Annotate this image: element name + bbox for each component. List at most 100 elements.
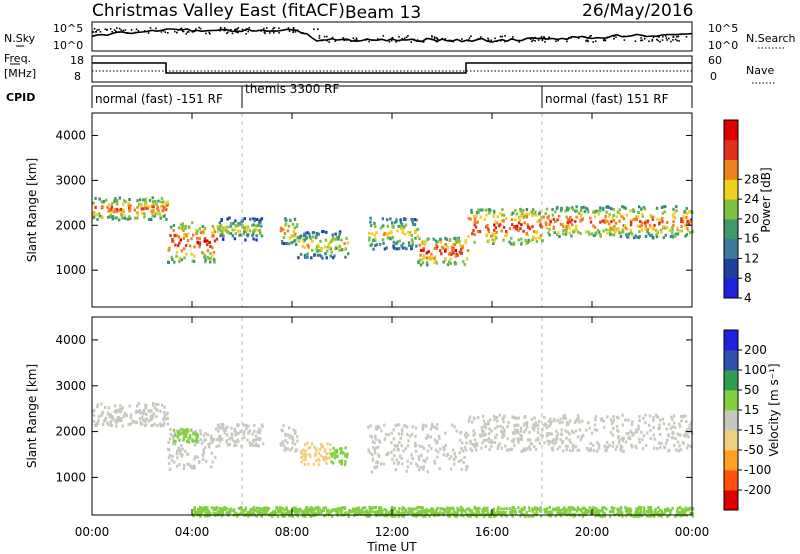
- power-cell: [456, 241, 459, 245]
- power-cell: [227, 230, 230, 234]
- power-cell: [211, 231, 214, 235]
- velocity-cell: [559, 511, 562, 515]
- power-cell: [422, 248, 425, 252]
- velocity-cell: [481, 431, 484, 435]
- power-cell: [255, 228, 258, 232]
- power-cell: [213, 239, 217, 243]
- velocity-cell: [175, 464, 179, 468]
- power-cell: [298, 239, 301, 243]
- nsearch-dot: [615, 36, 617, 38]
- nsearch-dot: [648, 40, 650, 43]
- nsearch-dot: [120, 29, 122, 31]
- power-cell: [215, 237, 219, 241]
- velocity-cell: [179, 432, 182, 436]
- power-cell: [204, 260, 207, 264]
- velocity-cell: [237, 506, 241, 510]
- power-cell: [441, 246, 445, 250]
- colorbar-swatch: [724, 258, 738, 279]
- power-cell: [303, 246, 306, 250]
- power-cell: [416, 234, 419, 238]
- nsearch-dot: [450, 39, 453, 42]
- velocity-cell: [627, 418, 630, 422]
- velocity-cell: [192, 432, 195, 436]
- power-cell: [370, 232, 374, 236]
- power-cell: [611, 216, 614, 220]
- colorbar-swatch: [724, 390, 738, 411]
- power-cell: [370, 242, 374, 246]
- nsearch-dot: [590, 34, 592, 37]
- velocity-cell: [304, 458, 307, 462]
- power-cell: [151, 202, 154, 206]
- power-cell: [129, 204, 132, 208]
- power-cell: [109, 214, 112, 218]
- velocity-cell: [119, 410, 122, 414]
- power-cell: [675, 209, 678, 213]
- nsearch-dot: [382, 35, 385, 37]
- velocity-cell: [313, 445, 316, 449]
- velocity-cell: [473, 438, 477, 442]
- power-cell: [152, 211, 155, 215]
- nsearch-dot: [534, 40, 536, 42]
- colorbar-tick-label: 24: [744, 192, 759, 206]
- nsearch-dot: [160, 31, 163, 33]
- power-cell: [526, 223, 529, 227]
- velocity-cell: [576, 414, 580, 418]
- velocity-cell: [129, 416, 133, 420]
- power-cell: [476, 230, 480, 233]
- velocity-cell: [486, 438, 489, 442]
- velocity-cell: [637, 427, 640, 431]
- nave-tick-bottom: 0: [710, 70, 717, 83]
- velocity-cell: [186, 428, 189, 432]
- power-cell: [118, 196, 122, 200]
- velocity-cell: [506, 425, 509, 428]
- velocity-cell: [254, 434, 258, 438]
- power-cell: [375, 231, 378, 235]
- nsearch-dot: [501, 35, 504, 38]
- power-cell: [505, 217, 508, 220]
- power-cell: [409, 231, 412, 235]
- power-cell: [641, 221, 644, 225]
- power-cell: [647, 232, 650, 236]
- velocity-cell: [673, 421, 676, 425]
- velocity-cell: [593, 428, 597, 432]
- power-cell: [581, 217, 584, 221]
- power-cell: [635, 218, 638, 222]
- power-cell: [582, 205, 585, 209]
- nsearch-dot: [640, 39, 642, 42]
- power-cell: [643, 207, 647, 211]
- power-cell: [259, 232, 262, 236]
- velocity-cell: [504, 511, 507, 515]
- velocity-cell: [603, 511, 606, 515]
- power-cell: [661, 216, 664, 220]
- velocity-cell: [258, 510, 262, 514]
- power-cell: [467, 234, 470, 238]
- power-cell: [325, 230, 328, 234]
- power-cell: [287, 242, 290, 246]
- velocity-cell: [177, 432, 181, 436]
- velocity-cell: [265, 512, 268, 515]
- power-cell: [389, 217, 392, 221]
- velocity-cell: [163, 413, 167, 417]
- power-cell: [138, 198, 142, 202]
- velocity-cell: [465, 468, 468, 472]
- velocity-cell: [565, 421, 569, 425]
- nsearch-dot: [104, 28, 107, 30]
- velocity-cell: [485, 423, 488, 426]
- velocity-cell: [502, 420, 505, 424]
- nsearch-dot: [264, 32, 266, 35]
- ytick-label: 2000: [55, 218, 86, 232]
- velocity-cell: [109, 420, 112, 424]
- velocity-cell: [540, 514, 543, 518]
- power-cell: [629, 219, 632, 223]
- power-cell: [257, 222, 261, 226]
- velocity-cell: [312, 462, 315, 466]
- velocity-cell: [414, 444, 417, 448]
- power-cell: [414, 236, 417, 240]
- nsearch-dot: [134, 31, 137, 34]
- velocity-cell: [649, 428, 652, 432]
- velocity-cell: [519, 514, 522, 518]
- velocity-cell: [393, 444, 396, 448]
- velocity-cell: [233, 427, 237, 431]
